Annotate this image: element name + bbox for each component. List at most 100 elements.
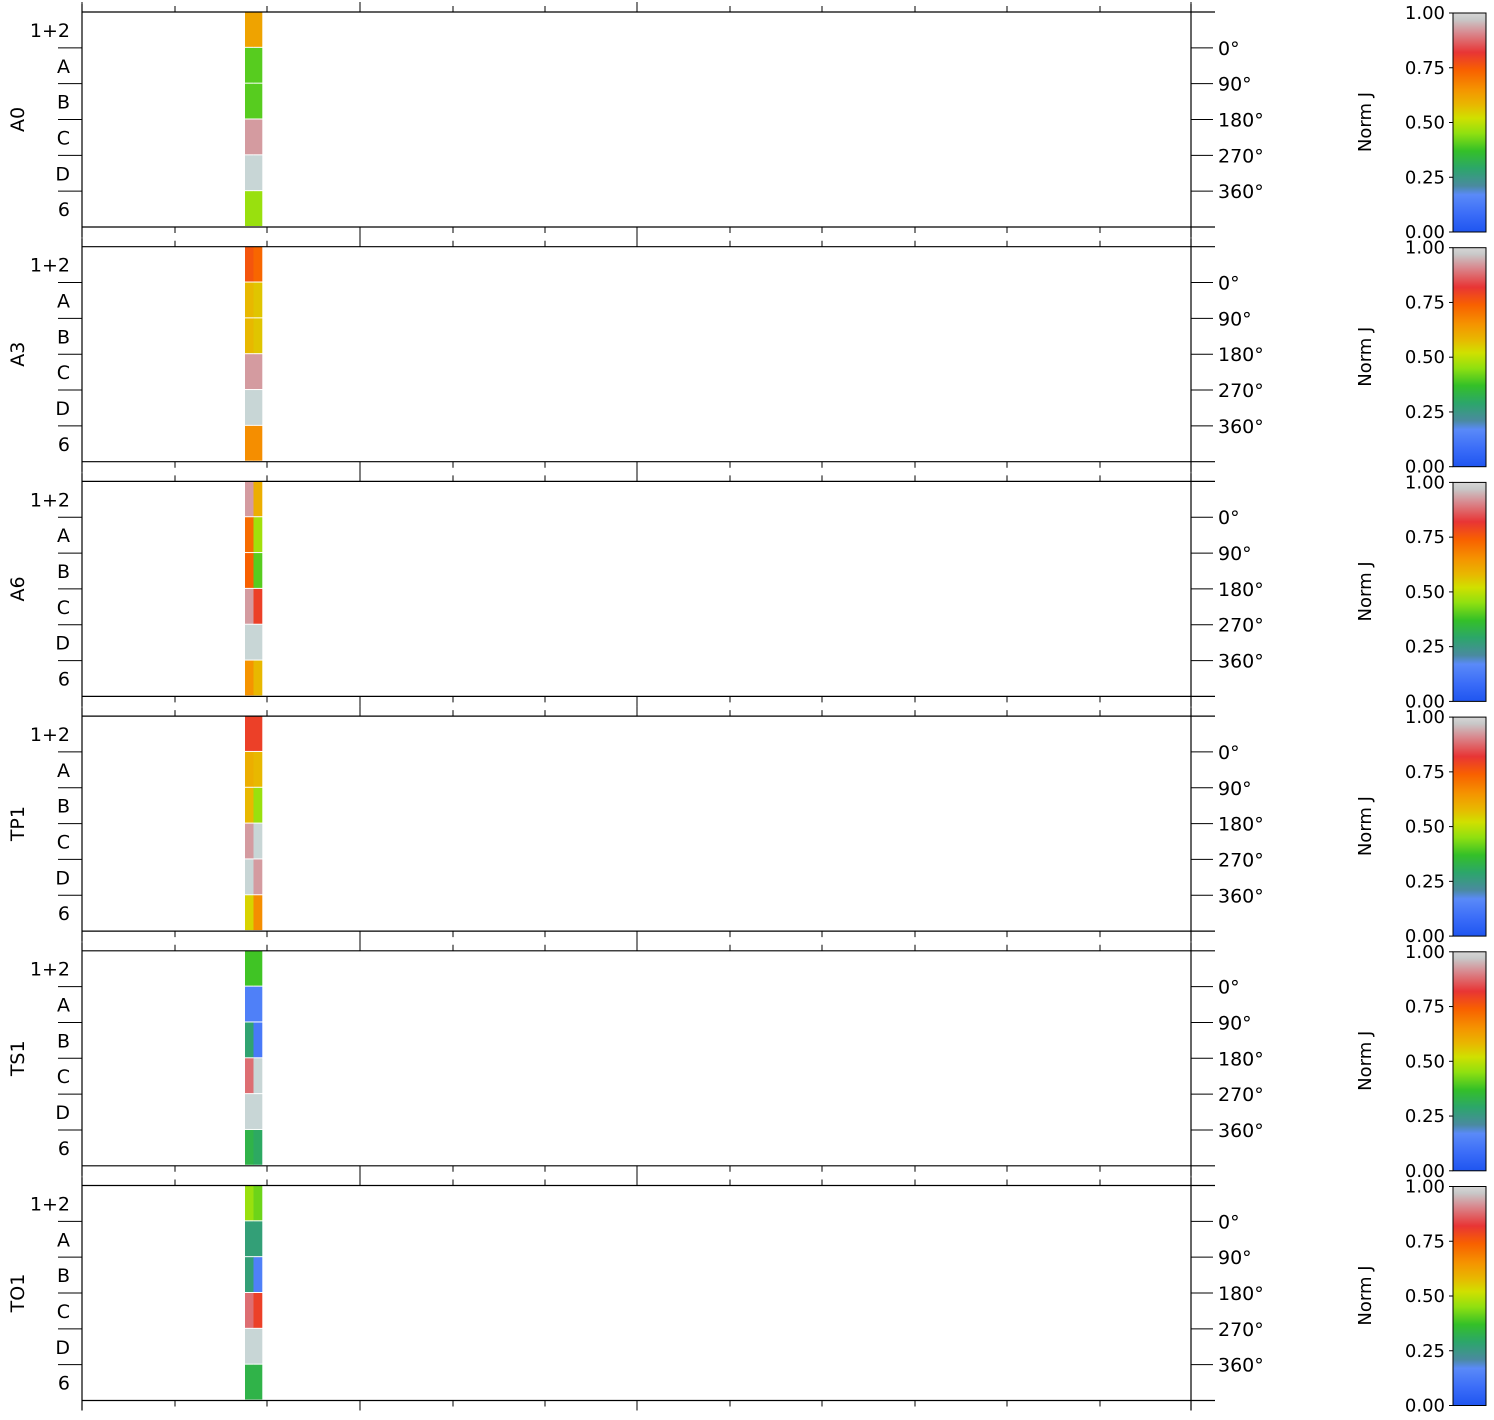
row-label: C: [57, 127, 70, 149]
row-label: 1+2: [30, 20, 70, 42]
heatmap-cell-a6-r5-c0: [245, 660, 254, 696]
row-label: A: [57, 56, 70, 78]
row-label: C: [57, 597, 70, 619]
colorbar-label: Norm J: [1355, 796, 1376, 856]
heatmap-cell-to1-r2-c1: [253, 1257, 263, 1292]
colorbar: [1452, 951, 1487, 1172]
row-label: D: [55, 1102, 70, 1124]
row-label: 1+2: [30, 255, 70, 277]
heatmap-cell-ts1-r4-c0: [245, 1094, 254, 1129]
row-label: C: [57, 1066, 70, 1088]
colorbar-label: Norm J: [1355, 1031, 1376, 1091]
panel-name-label: TO1: [7, 1274, 29, 1314]
row-label: A: [57, 760, 70, 782]
colorbar-tick-label: 0.75: [1405, 1231, 1445, 1252]
colorbar-tick-label: 0.00: [1405, 1396, 1445, 1417]
colorbar-tick-label: 0.50: [1405, 817, 1445, 838]
colorbar-tick-label: 0.25: [1405, 402, 1445, 423]
angle-tick-label: 0°: [1218, 273, 1240, 295]
colorbar-label: Norm J: [1355, 327, 1376, 387]
heatmap-cell-a0-r1-c0: [245, 47, 254, 83]
heatmap-cell-a3-r1-c0: [245, 282, 254, 318]
heatmap-cell-tp1-r4-c1: [253, 859, 263, 895]
colorbar-tick-label: 1.00: [1405, 707, 1445, 728]
colorbar-label: Norm J: [1355, 561, 1376, 621]
angle-tick-label: 360°: [1218, 181, 1264, 203]
angle-tick-label: 360°: [1218, 416, 1264, 438]
row-label: 1+2: [30, 724, 70, 746]
heatmap-cell-a0-r0-c1: [253, 12, 263, 47]
heatmap-cell-a3-r0-c1: [253, 246, 263, 282]
angle-tick-label: 360°: [1218, 651, 1264, 673]
heatmap-cell-ts1-r1-c1: [253, 986, 263, 1022]
angle-tick-label: 270°: [1218, 615, 1264, 637]
colorbar: [1452, 716, 1487, 937]
colorbar-tick-label: 0.75: [1405, 527, 1445, 548]
heatmap-cell-a6-r2-c0: [245, 553, 254, 588]
heatmap-cell-tp1-r4-c0: [245, 859, 254, 895]
panel-name-label: TS1: [7, 1040, 29, 1077]
row-label: 1+2: [30, 959, 70, 981]
heatmap-cell-a0-r0-c0: [245, 12, 254, 47]
heatmap-cell-a6-r2-c1: [253, 553, 263, 588]
angle-tick-label: 180°: [1218, 814, 1264, 836]
colorbar-tick-label: 0.00: [1405, 457, 1445, 478]
row-label: 1+2: [30, 1193, 70, 1215]
colorbar: [1452, 247, 1487, 468]
colorbar: [1452, 1186, 1487, 1406]
row-label: B: [57, 326, 70, 348]
row-label: 6: [58, 1373, 70, 1395]
angle-tick-label: 180°: [1218, 1283, 1264, 1305]
colorbar-tick-label: 0.00: [1405, 222, 1445, 243]
colorbar-tick-label: 0.00: [1405, 926, 1445, 947]
heatmap-cell-a6-r4-c1: [253, 624, 263, 660]
colorbar-tick-label: 0.25: [1405, 1341, 1445, 1362]
colorbar-tick-label: 1.00: [1405, 238, 1445, 259]
row-label: B: [57, 796, 70, 818]
row-label: B: [57, 92, 70, 114]
colorbar: [1452, 481, 1487, 702]
row-label: C: [57, 832, 70, 854]
angle-tick-label: 90°: [1218, 1247, 1252, 1269]
colorbar-tick-label: 0.75: [1405, 762, 1445, 783]
row-label: 6: [58, 903, 70, 925]
row-label: C: [57, 362, 70, 384]
heatmap-cell-tp1-r3-c0: [245, 823, 254, 859]
angle-tick-label: 0°: [1218, 38, 1240, 60]
colorbar-tick-label: 0.50: [1405, 1051, 1445, 1072]
angle-tick-label: 0°: [1218, 507, 1240, 529]
angle-tick-label: 0°: [1218, 1211, 1240, 1233]
heatmap-cell-a6-r3-c1: [253, 588, 263, 624]
colorbar-tick-label: 0.25: [1405, 637, 1445, 658]
row-label: D: [55, 1337, 70, 1359]
heatmap-cell-a3-r2-c0: [245, 318, 254, 354]
heatmap-cell-to1-r1-c0: [245, 1221, 254, 1257]
heatmap-cell-tp1-r0-c0: [245, 716, 254, 751]
row-label: B: [57, 561, 70, 583]
heatmap-cell-a0-r4-c0: [245, 155, 254, 191]
heatmap-cell-a6-r0-c1: [253, 481, 263, 517]
angle-tick-label: 0°: [1218, 977, 1240, 999]
row-label: A: [57, 995, 70, 1017]
heatmap-cell-ts1-r1-c0: [245, 986, 254, 1022]
heatmap-cell-to1-r5-c1: [253, 1364, 263, 1400]
heatmap-cell-tp1-r1-c0: [245, 751, 254, 787]
angle-tick-label: 360°: [1218, 885, 1264, 907]
panel-name-label: A3: [7, 342, 29, 367]
heatmap-cell-to1-r0-c1: [253, 1185, 263, 1221]
heatmap-cell-a0-r2-c0: [245, 83, 254, 119]
heatmap-cell-a6-r0-c0: [245, 481, 254, 517]
heatmap-cell-tp1-r0-c1: [253, 716, 263, 751]
colorbar-label: Norm J: [1355, 92, 1376, 152]
row-label: 6: [58, 434, 70, 456]
row-label: D: [55, 633, 70, 655]
heatmap-cell-a6-r5-c1: [253, 660, 263, 696]
heatmap-cell-to1-r3-c0: [245, 1293, 254, 1328]
heatmap-cell-a0-r3-c0: [245, 119, 254, 155]
